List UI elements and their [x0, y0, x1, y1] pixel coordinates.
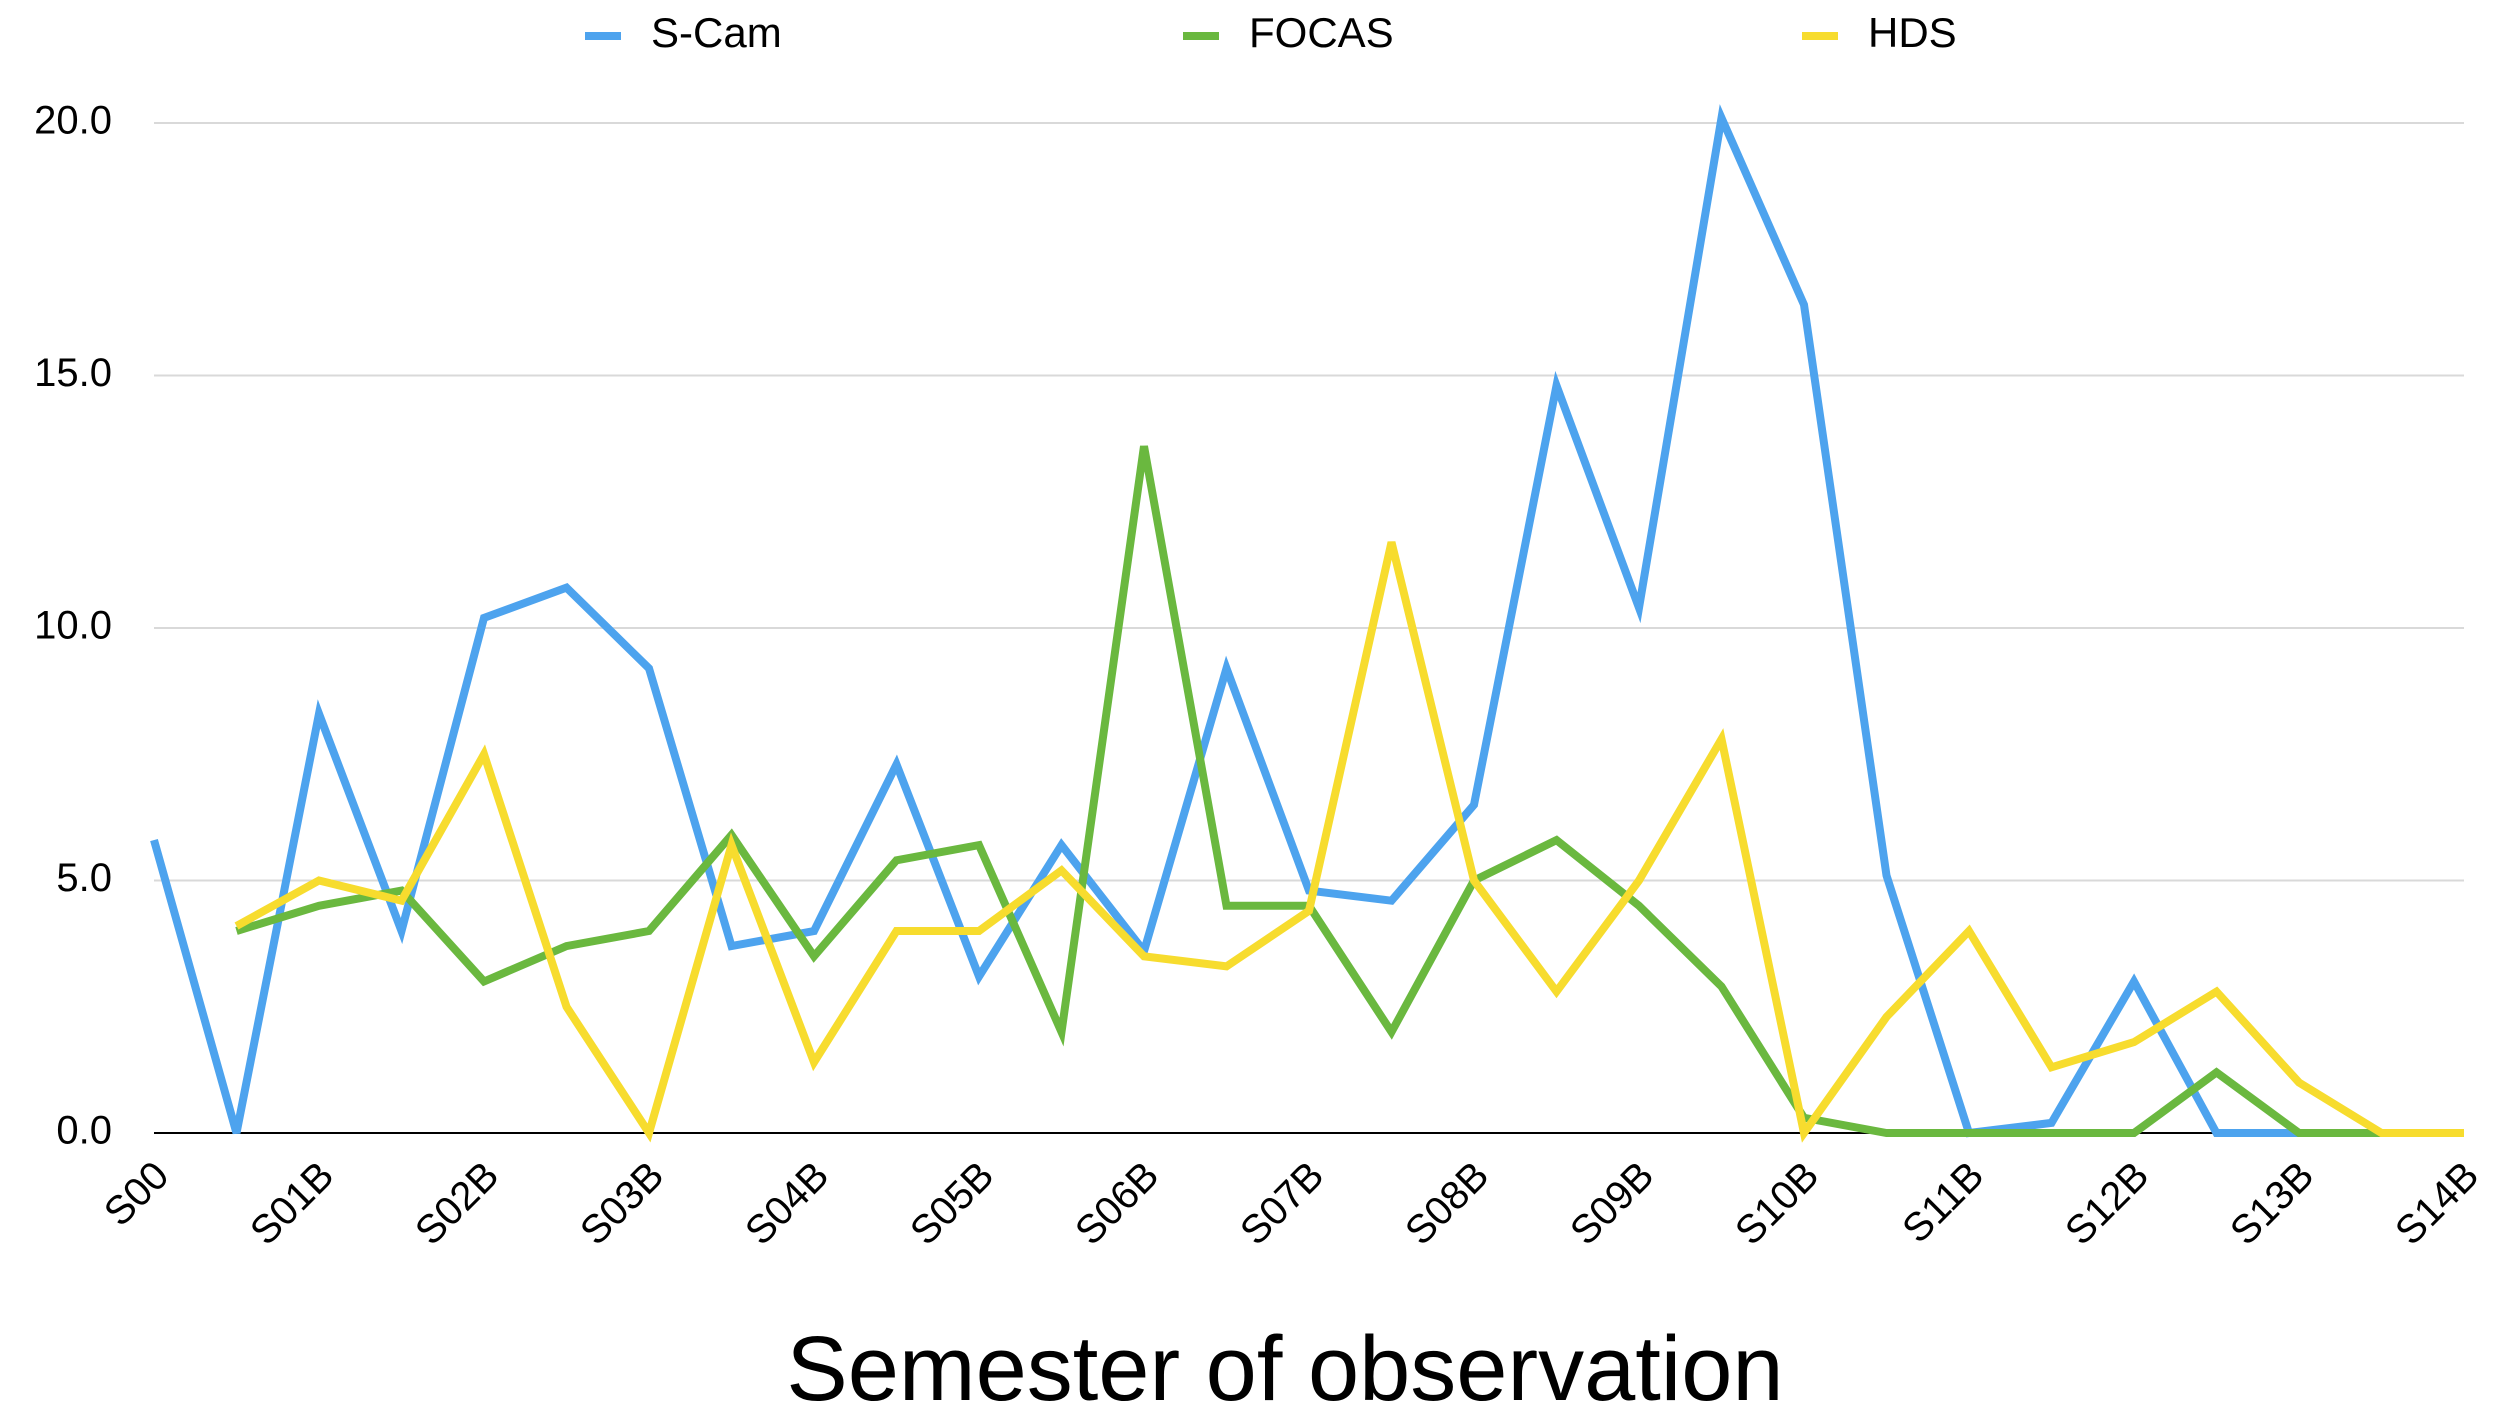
y-tick-label: 0.0: [56, 1109, 112, 1153]
y-tick-label: 20.0: [34, 99, 112, 143]
x-tick-label: S09B: [1562, 1153, 1662, 1253]
legend-label: FOCAS: [1249, 9, 1394, 56]
legend-label: HDS: [1868, 9, 1957, 56]
x-tick-label: S14B: [2387, 1153, 2487, 1253]
x-tick-label: S11B: [1894, 1153, 1992, 1251]
x-tick-label: S00: [96, 1153, 177, 1234]
x-tick-label: S05B: [902, 1153, 1002, 1253]
x-tick-label: S13B: [2222, 1153, 2322, 1253]
x-tick-label: S02B: [407, 1153, 507, 1253]
x-tick-label: S04B: [737, 1153, 837, 1253]
series-line: [235, 445, 2464, 1137]
legend-label: S-Cam: [651, 9, 782, 56]
x-tick-label: S03B: [572, 1153, 672, 1253]
x-axis-title: Semester of observation: [786, 1318, 1783, 1413]
x-tick-label: S06B: [1067, 1153, 1167, 1253]
y-tick-label: 15.0: [34, 351, 112, 395]
y-tick-label: 5.0: [56, 856, 112, 900]
series-line: [234, 541, 2464, 1143]
y-tick-label: 10.0: [34, 604, 112, 648]
x-tick-label: S01B: [242, 1153, 342, 1253]
x-tick-label: S07B: [1232, 1153, 1332, 1253]
x-tick-label: S12B: [2057, 1153, 2157, 1253]
series-line: [150, 104, 2464, 1138]
x-tick-label: S08B: [1397, 1153, 1497, 1253]
x-tick-label: S10B: [1727, 1153, 1827, 1253]
